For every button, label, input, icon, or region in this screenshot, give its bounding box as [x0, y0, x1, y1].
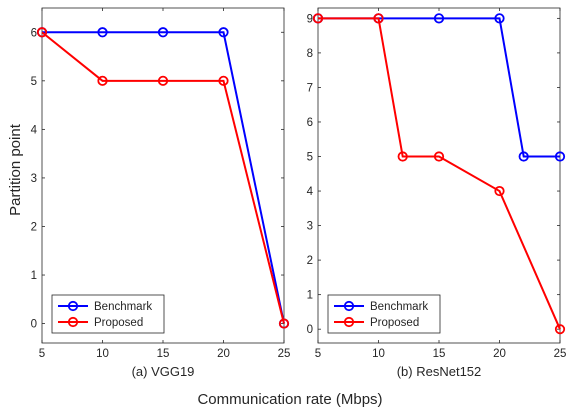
panel-resnet152: 5 10 15 20 25 0 1 2 3 4 5 6 7 8 9 (b) ResNet152 Benchmar… [307, 7, 567, 379]
resnet152-x-tick-label: 15 [433, 348, 446, 360]
resnet152-y-tick-label: 2 [307, 255, 313, 267]
vgg19-y-tick-label: 6 [31, 27, 37, 39]
resnet152-proposed-line [318, 17, 561, 330]
resnet152-x-tick-label: 5 [315, 348, 321, 360]
vgg19-benchmark-point [97, 27, 108, 38]
resnet152-legend-benchmark-marker [343, 300, 355, 312]
vgg19-y-tick-label: 3 [31, 173, 37, 185]
vgg19-y-tick-label: 2 [31, 221, 37, 233]
resnet152-x-tick-label: 25 [554, 348, 567, 360]
vgg19-benchmark-line [42, 31, 285, 324]
vgg19-y-tick-label: 0 [31, 319, 37, 331]
vgg19-proposed-point [218, 75, 229, 86]
vgg19-benchmark-point [218, 27, 229, 38]
resnet152-y-tick-label: 7 [307, 82, 313, 94]
resnet152-y-tick-label: 3 [307, 221, 313, 233]
vgg19-legend-proposed-marker [67, 316, 79, 328]
resnet152-y-tick-label: 9 [307, 13, 313, 25]
vgg19-proposed-point [97, 75, 108, 86]
x-axis-label: Communication rate (Mbps) [197, 391, 382, 408]
vgg19-x-tick-label: 25 [278, 348, 291, 360]
resnet152-x-tick-label: 20 [493, 348, 506, 360]
vgg19-x-tick-label: 20 [217, 348, 230, 360]
vgg19-legend-proposed-label: Proposed [94, 317, 143, 329]
resnet152-y-tick-label: 5 [307, 152, 313, 164]
resnet152-y-tick-label: 1 [307, 290, 313, 302]
resnet152-legend-proposed-label: Proposed [370, 317, 419, 329]
vgg19-legend-benchmark-label: Benchmark [94, 301, 152, 313]
vgg19-x-tick-label: 5 [39, 348, 45, 360]
resnet152-legend-benchmark-label: Benchmark [370, 301, 428, 313]
y-axis-label: Partition point [7, 123, 24, 216]
resnet152-y-tick-label: 6 [307, 117, 313, 129]
vgg19-benchmark-point [157, 27, 169, 38]
resnet152-benchmark-point [433, 13, 445, 24]
resnet152-benchmark-point [518, 151, 529, 162]
vgg19-legend-benchmark-marker [67, 300, 79, 312]
resnet152-proposed-point [312, 13, 324, 24]
resnet152-y-tick-label: 8 [307, 48, 313, 60]
vgg19-y-tick-label: 1 [31, 270, 37, 282]
vgg19-proposed-point [36, 27, 48, 38]
resnet152-y-tick-label: 0 [307, 324, 313, 336]
resnet152-y-tick-label: 4 [307, 186, 314, 198]
resnet152-plot-frame [317, 7, 561, 344]
panel-vgg19: 5 10 15 20 25 0 1 2 3 4 5 6 (a) VGG19 Benchmark Propos… [31, 7, 291, 379]
vgg19-legend-box [51, 294, 165, 334]
resnet152-proposed-point [554, 324, 566, 335]
resnet152-benchmark-point [554, 151, 566, 162]
vgg19-proposed-line [41, 31, 285, 324]
vgg19-x-tick-label: 10 [96, 348, 109, 360]
resnet152-proposed-point [373, 13, 384, 24]
vgg19-y-tick-label: 4 [31, 124, 38, 136]
vgg19-proposed-point [278, 318, 290, 329]
resnet152-legend-box [327, 294, 441, 334]
resnet152-caption: (b) ResNet152 [397, 364, 482, 379]
resnet152-x-tick-label: 10 [372, 348, 385, 360]
resnet152-benchmark-point [494, 13, 505, 24]
vgg19-x-tick-label: 15 [157, 348, 170, 360]
vgg19-y-tick-label: 5 [31, 76, 37, 88]
resnet152-proposed-point [397, 151, 408, 162]
resnet152-legend-proposed-marker [343, 316, 355, 328]
resnet152-proposed-point [494, 185, 505, 197]
resnet152-proposed-point [433, 151, 445, 162]
vgg19-proposed-point [157, 75, 169, 86]
vgg19-caption: (a) VGG19 [132, 364, 195, 379]
